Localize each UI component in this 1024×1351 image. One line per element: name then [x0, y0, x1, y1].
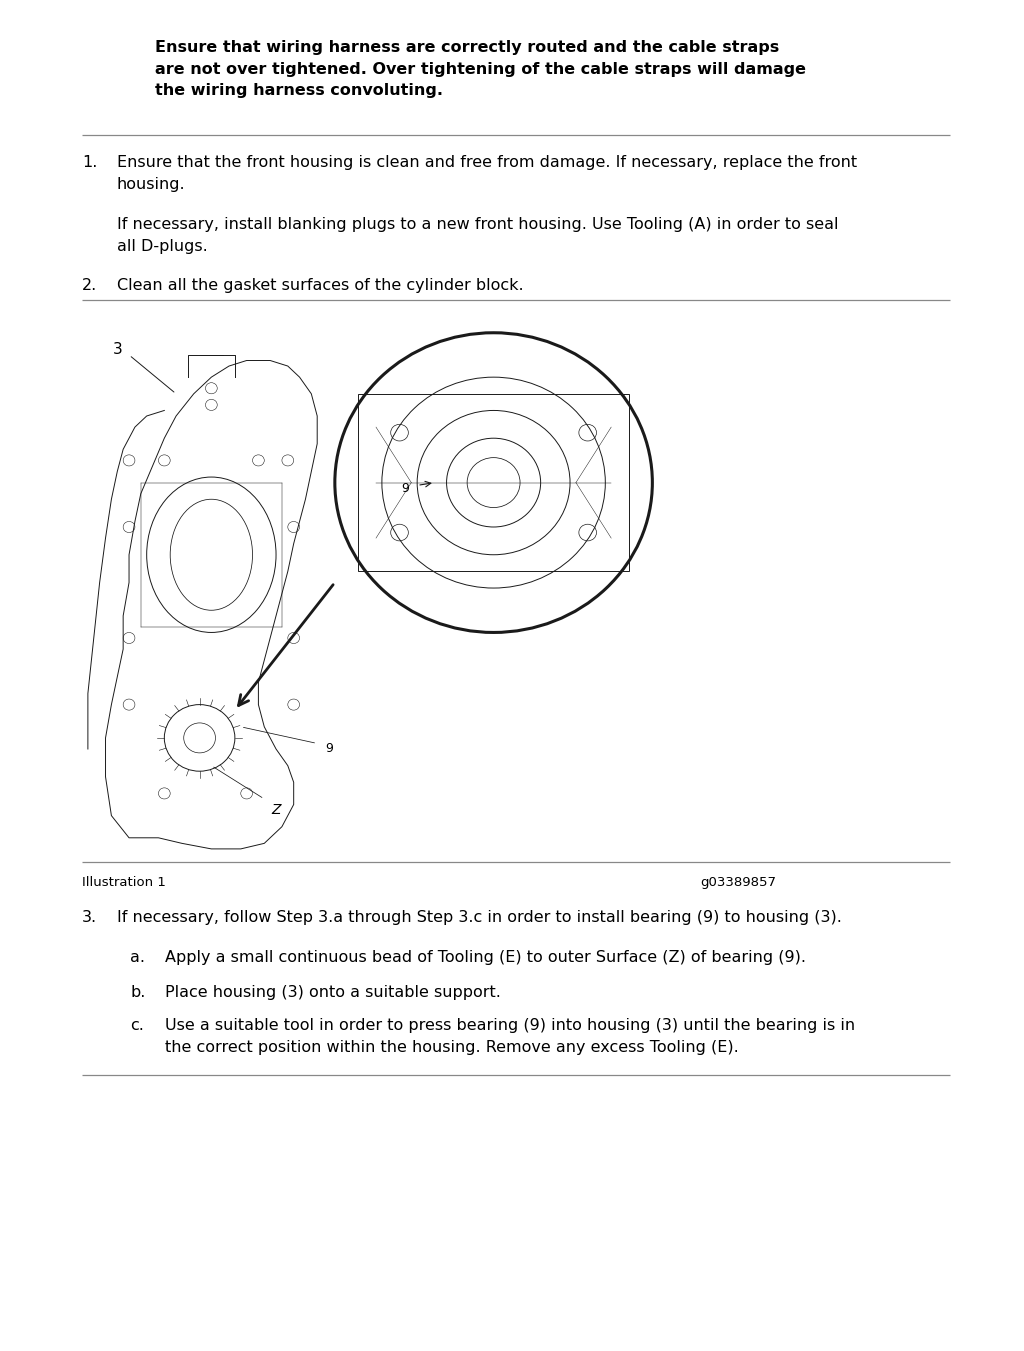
Text: Ensure that wiring harness are correctly routed and the cable straps
are not ove: Ensure that wiring harness are correctly… — [155, 41, 806, 99]
Text: 3: 3 — [113, 342, 122, 357]
Text: b.: b. — [130, 985, 145, 1000]
Circle shape — [335, 332, 652, 632]
Text: a.: a. — [130, 950, 145, 965]
Text: 9: 9 — [325, 743, 333, 755]
Text: c.: c. — [130, 1019, 144, 1034]
Text: If necessary, follow Step 3.a through Step 3.c in order to install bearing (9) t: If necessary, follow Step 3.a through St… — [117, 911, 842, 925]
Text: If necessary, install blanking plugs to a new front housing. Use Tooling (A) in : If necessary, install blanking plugs to … — [117, 218, 839, 254]
Text: Illustration 1: Illustration 1 — [82, 875, 166, 889]
Text: Ensure that the front housing is clean and free from damage. If necessary, repla: Ensure that the front housing is clean a… — [117, 155, 857, 192]
Text: Use a suitable tool in order to press bearing (9) into housing (3) until the bea: Use a suitable tool in order to press be… — [165, 1019, 855, 1055]
Text: g03389857: g03389857 — [700, 875, 776, 889]
Text: Place housing (3) onto a suitable support.: Place housing (3) onto a suitable suppor… — [165, 985, 501, 1000]
Text: Z: Z — [271, 802, 281, 817]
Text: 3.: 3. — [82, 911, 97, 925]
Text: Apply a small continuous bead of Tooling (E) to outer Surface (Z) of bearing (9): Apply a small continuous bead of Tooling… — [165, 950, 806, 965]
Text: Clean all the gasket surfaces of the cylinder block.: Clean all the gasket surfaces of the cyl… — [117, 278, 523, 293]
Text: 2.: 2. — [82, 278, 97, 293]
Text: 1.: 1. — [82, 155, 97, 170]
Text: 9: 9 — [401, 482, 410, 494]
